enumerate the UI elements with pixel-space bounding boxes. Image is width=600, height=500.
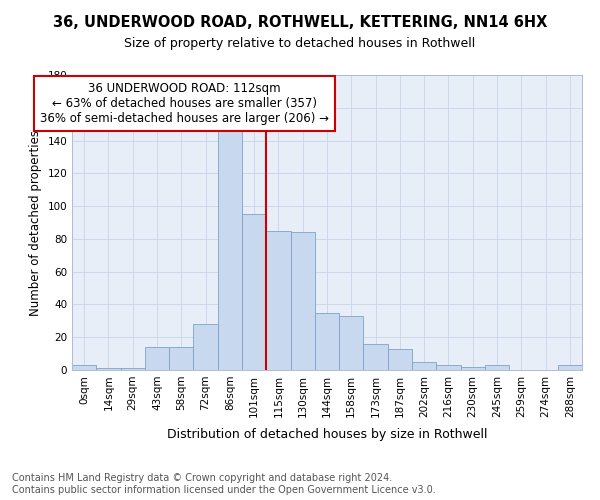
- Bar: [339, 316, 364, 370]
- Bar: [364, 344, 388, 370]
- Text: Size of property relative to detached houses in Rothwell: Size of property relative to detached ho…: [124, 38, 476, 51]
- Bar: [121, 368, 145, 370]
- Bar: [96, 368, 121, 370]
- Bar: [436, 365, 461, 370]
- Bar: [193, 324, 218, 370]
- X-axis label: Distribution of detached houses by size in Rothwell: Distribution of detached houses by size …: [167, 428, 487, 441]
- Bar: [315, 312, 339, 370]
- Text: Contains HM Land Registry data © Crown copyright and database right 2024.
Contai: Contains HM Land Registry data © Crown c…: [12, 474, 436, 495]
- Y-axis label: Number of detached properties: Number of detached properties: [29, 130, 42, 316]
- Bar: [412, 362, 436, 370]
- Bar: [558, 365, 582, 370]
- Bar: [169, 347, 193, 370]
- Bar: [388, 348, 412, 370]
- Text: 36, UNDERWOOD ROAD, ROTHWELL, KETTERING, NN14 6HX: 36, UNDERWOOD ROAD, ROTHWELL, KETTERING,…: [53, 15, 547, 30]
- Bar: [461, 366, 485, 370]
- Bar: [290, 232, 315, 370]
- Bar: [145, 347, 169, 370]
- Bar: [242, 214, 266, 370]
- Bar: [218, 129, 242, 370]
- Text: 36 UNDERWOOD ROAD: 112sqm
← 63% of detached houses are smaller (357)
36% of semi: 36 UNDERWOOD ROAD: 112sqm ← 63% of detac…: [40, 82, 329, 126]
- Bar: [266, 230, 290, 370]
- Bar: [72, 365, 96, 370]
- Bar: [485, 365, 509, 370]
